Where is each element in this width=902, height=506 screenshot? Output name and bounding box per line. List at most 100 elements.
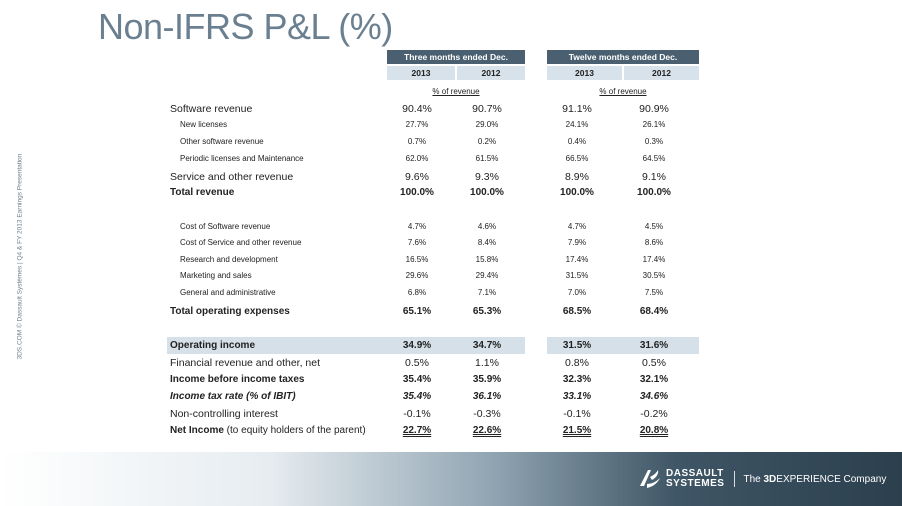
row-value: 29.6% — [405, 271, 429, 280]
row-label-text: Periodic licenses and Maintenance — [180, 154, 304, 163]
table-row: Income tax rate (% of IBIT) 35.4% 36.1% 33.… — [170, 391, 700, 405]
row-label: Net Income (to equity holders of the par… — [170, 425, 366, 436]
row-value: 20.8% — [639, 425, 669, 436]
row-label-text: Income tax rate (% of IBIT) — [170, 391, 296, 402]
tagline-rest: EXPERIENCE Company — [776, 473, 887, 485]
brand-line-2: SYSTEMES — [666, 478, 725, 489]
row-value: 15.8% — [475, 255, 499, 264]
operating-income-highlight — [167, 337, 525, 354]
row-value: 0.5% — [642, 357, 666, 369]
row-value: 32.3% — [562, 374, 592, 385]
row-label-text: Net Income — [170, 425, 224, 436]
row-value: 22.7% — [402, 425, 432, 436]
row-value: 1.1% — [475, 357, 499, 369]
row-value: -0.2% — [640, 408, 668, 420]
row-value: 8.4% — [477, 238, 497, 247]
year-fy-2012: 2012 — [624, 66, 699, 80]
tagline-prefix: The — [743, 473, 764, 485]
row-label: Income tax rate (% of IBIT) — [170, 391, 296, 402]
row-value: 90.9% — [639, 103, 669, 115]
row-value: 34.6% — [639, 391, 669, 402]
row-label-text: Non-controlling interest — [170, 408, 278, 420]
row-label-text: Software revenue — [170, 103, 253, 115]
row-label: Operating income — [170, 340, 255, 351]
company-logo: DASSAULT SYSTEMES The 3DEXPERIENCE Compa… — [638, 468, 886, 490]
row-value: 4.7% — [567, 222, 587, 231]
tagline-bold: 3D — [763, 473, 777, 485]
row-label: Financial revenue and other, net — [170, 357, 320, 369]
row-value: 27.7% — [405, 120, 429, 129]
row-value: 0.5% — [405, 357, 429, 369]
side-caption: 3DS.COM © Dassault Systèmes | Q4 & FY 20… — [16, 153, 24, 360]
row-label-text: Research and development — [180, 255, 278, 264]
row-value: 34.9% — [402, 340, 432, 351]
row-label: General and administrative — [180, 288, 276, 297]
row-value: 6.8% — [407, 288, 427, 297]
year-q-2013: 2013 — [387, 66, 455, 80]
row-value: 90.7% — [472, 103, 502, 115]
row-value: -0.1% — [563, 408, 591, 420]
header-three-months: Three months ended Dec. — [387, 50, 525, 64]
table-row: Cost of Software revenue 4.7% 4.6% 4.7% 4.5% — [170, 222, 700, 236]
row-value: 31.5% — [565, 271, 589, 280]
table-row: Net Income (to equity holders of the par… — [170, 425, 700, 439]
year-q-2012: 2012 — [457, 66, 525, 80]
table-row: New licenses 27.7% 29.0% 24.1% 26.1% — [170, 120, 700, 134]
table-row: Financial revenue and other, net 0.5% 1.1%… — [170, 357, 700, 371]
table-row: Non-controlling interest -0.1% -0.3% -0.1% -… — [170, 408, 700, 422]
row-value: -0.1% — [403, 408, 431, 420]
row-value: 16.5% — [405, 255, 429, 264]
tagline: The 3DEXPERIENCE Company — [743, 474, 886, 485]
row-value: 7.5% — [644, 288, 664, 297]
brand-line-1: DASSAULT — [666, 468, 724, 479]
row-value: 33.1% — [562, 391, 592, 402]
row-value: 17.4% — [642, 255, 666, 264]
footer-band — [0, 452, 902, 506]
brand-name: DASSAULT SYSTEMES — [666, 469, 724, 489]
row-value: 90.4% — [402, 103, 432, 115]
row-value: 32.1% — [639, 374, 669, 385]
logo-divider — [734, 471, 736, 487]
row-label: Cost of Software revenue — [180, 222, 270, 231]
table-row: Total operating expenses 65.1% 65.3% 68.5% 6… — [170, 306, 700, 320]
row-label-text: Cost of Service and other revenue — [180, 238, 302, 247]
row-label-text: Service and other revenue — [170, 171, 294, 183]
row-value: 9.3% — [475, 171, 499, 183]
row-value: 9.1% — [642, 171, 666, 183]
row-value: 4.6% — [477, 222, 497, 231]
row-label-suffix: (to equity holders of the parent) — [223, 425, 366, 436]
row-label: New licenses — [180, 120, 227, 129]
row-value: 4.5% — [644, 222, 664, 231]
header-twelve-months: Twelve months ended Dec. — [547, 50, 699, 64]
row-value: -0.3% — [473, 408, 501, 420]
row-value: 35.4% — [402, 391, 432, 402]
row-value: 7.6% — [407, 238, 427, 247]
row-label: Research and development — [180, 255, 278, 264]
row-label-text: Marketing and sales — [180, 271, 252, 280]
row-label-text: Total revenue — [170, 187, 235, 198]
row-label: Marketing and sales — [180, 271, 252, 280]
table-row: Total revenue 100.0% 100.0% 100.0% 100.0% — [170, 187, 700, 201]
row-value: 68.4% — [639, 306, 669, 317]
table-row: Marketing and sales 29.6% 29.4% 31.5% 30.5% — [170, 271, 700, 285]
pct-of-revenue-fy: % of revenue — [599, 87, 647, 96]
table-row: Income before income taxes 35.4% 35.9% 32.3… — [170, 374, 700, 388]
table-row: Operating income 34.9% 34.7% 31.5% 31.6% — [170, 340, 700, 354]
table-row: Software revenue 90.4% 90.7% 91.1% 90.9% — [170, 103, 700, 117]
row-value: 29.0% — [475, 120, 499, 129]
row-value: 17.4% — [565, 255, 589, 264]
row-label: Service and other revenue — [170, 171, 293, 183]
row-value: 21.5% — [562, 425, 592, 436]
row-value: 35.4% — [402, 374, 432, 385]
row-label-text: Financial revenue and other, net — [170, 357, 321, 369]
row-label-text: Total operating expenses — [170, 306, 290, 317]
row-value: 100.0% — [470, 187, 504, 198]
row-value: 30.5% — [642, 271, 666, 280]
row-value: 7.9% — [567, 238, 587, 247]
row-value: 68.5% — [562, 306, 592, 317]
row-value: 7.0% — [567, 288, 587, 297]
row-value: 100.0% — [637, 187, 671, 198]
row-label-text: New licenses — [180, 120, 228, 129]
row-label-text: General and administrative — [180, 288, 276, 297]
